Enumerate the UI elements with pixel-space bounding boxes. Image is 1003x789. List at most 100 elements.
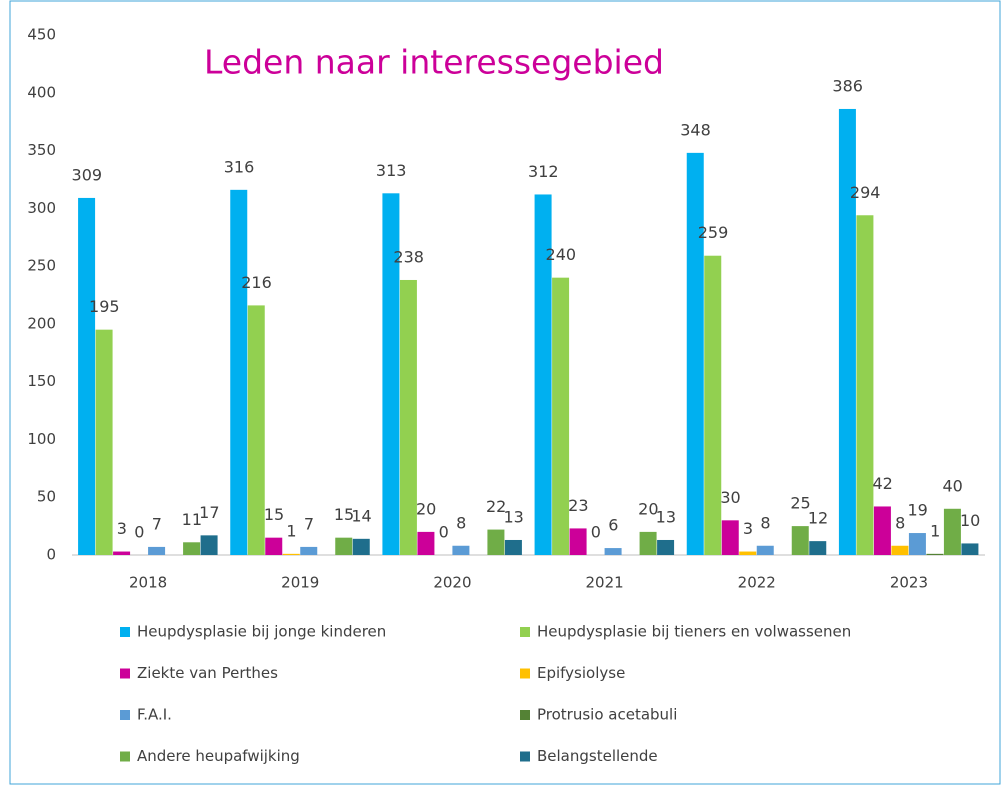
bar — [183, 542, 201, 555]
data-label: 13 — [656, 507, 676, 526]
bar — [604, 548, 622, 555]
bar — [908, 533, 926, 555]
legend-swatch — [120, 710, 130, 720]
legend-swatch — [120, 668, 130, 679]
bar — [113, 551, 131, 555]
data-label: 238 — [393, 247, 424, 266]
legend-label: Epifysiolyse — [537, 664, 625, 682]
bar — [504, 539, 522, 555]
bar — [686, 152, 704, 555]
bar — [739, 551, 757, 555]
data-label: 25 — [790, 494, 810, 513]
data-label: 20 — [416, 499, 436, 518]
data-label: 30 — [720, 488, 740, 507]
x-tick-label: 2018 — [129, 574, 167, 592]
data-label: 312 — [528, 162, 559, 181]
bar — [148, 546, 166, 555]
bar — [487, 529, 505, 555]
bar — [382, 193, 400, 556]
data-label: 1 — [286, 521, 296, 540]
x-tick-label: 2021 — [585, 574, 623, 592]
bar — [552, 277, 570, 555]
data-label: 20 — [638, 499, 658, 518]
data-label: 7 — [152, 514, 162, 533]
data-label: 8 — [895, 513, 905, 532]
y-tick-label: 150 — [27, 372, 56, 390]
data-label: 1 — [930, 521, 940, 540]
y-tick-label: 450 — [27, 26, 56, 44]
legend-label: F.A.I. — [137, 706, 172, 724]
data-label: 23 — [568, 496, 588, 515]
data-label: 10 — [960, 511, 980, 530]
x-tick-label: 2020 — [433, 574, 471, 592]
chart-border — [9, 0, 1001, 785]
bar — [95, 329, 113, 555]
legend-label: Heupdysplasie bij jonge kinderen — [137, 623, 386, 641]
data-label: 216 — [241, 273, 272, 292]
bar — [926, 553, 944, 555]
data-label: 7 — [304, 514, 314, 533]
bar — [230, 189, 248, 555]
data-label: 3 — [743, 519, 753, 538]
legend-swatch — [520, 627, 530, 637]
bar — [891, 545, 909, 555]
bar — [809, 541, 827, 555]
data-label: 313 — [376, 161, 407, 180]
data-label: 15 — [334, 505, 354, 524]
bar — [78, 197, 96, 555]
y-tick-label: 200 — [27, 314, 56, 332]
bar — [417, 531, 435, 555]
bar — [352, 538, 370, 555]
data-label: 0 — [591, 523, 601, 542]
y-tick-label: 400 — [27, 83, 56, 101]
data-label: 6 — [608, 516, 618, 535]
bar — [300, 546, 318, 555]
data-label: 309 — [72, 165, 103, 184]
legend-label: Heupdysplasie bij tieners en volwassenen — [537, 623, 851, 641]
data-label: 316 — [224, 157, 255, 176]
bar — [704, 255, 722, 555]
data-label: 42 — [872, 474, 892, 493]
bar — [282, 553, 300, 555]
y-tick-label: 100 — [27, 430, 56, 448]
data-label: 19 — [907, 501, 927, 520]
bar — [534, 194, 552, 555]
data-label: 240 — [546, 245, 577, 264]
data-label: 22 — [486, 497, 506, 516]
chart-title: Leden naar interessegebied — [204, 43, 664, 82]
data-label: 294 — [850, 183, 881, 202]
data-label: 40 — [942, 476, 962, 495]
data-label: 0 — [134, 523, 144, 542]
bar — [856, 215, 874, 555]
bar — [791, 526, 809, 555]
y-tick-label: 250 — [27, 257, 56, 275]
bar — [247, 305, 265, 555]
legend-label: Protrusio acetabuli — [537, 706, 677, 724]
legend-swatch — [520, 668, 530, 679]
y-tick-label: 50 — [37, 488, 56, 506]
x-tick-label: 2019 — [281, 574, 319, 592]
data-label: 17 — [199, 503, 219, 522]
data-label: 11 — [182, 510, 202, 529]
legend-swatch — [120, 751, 130, 762]
bar — [335, 537, 353, 555]
y-tick-label: 300 — [27, 199, 56, 217]
legend-label: Andere heupafwijking — [137, 747, 300, 765]
data-label: 13 — [503, 507, 523, 526]
bar — [639, 531, 657, 555]
data-label: 195 — [89, 297, 120, 316]
data-label: 386 — [832, 76, 863, 95]
data-label: 8 — [760, 513, 770, 532]
bar — [452, 545, 470, 555]
bar — [838, 108, 856, 555]
bar — [943, 508, 961, 555]
bar — [399, 279, 417, 555]
legend-label: Belangstellende — [537, 747, 658, 765]
legend-swatch — [120, 627, 130, 637]
data-label: 348 — [680, 120, 711, 139]
data-label: 259 — [698, 223, 729, 242]
bar — [657, 539, 675, 555]
bar — [873, 506, 891, 555]
bar — [756, 545, 774, 555]
